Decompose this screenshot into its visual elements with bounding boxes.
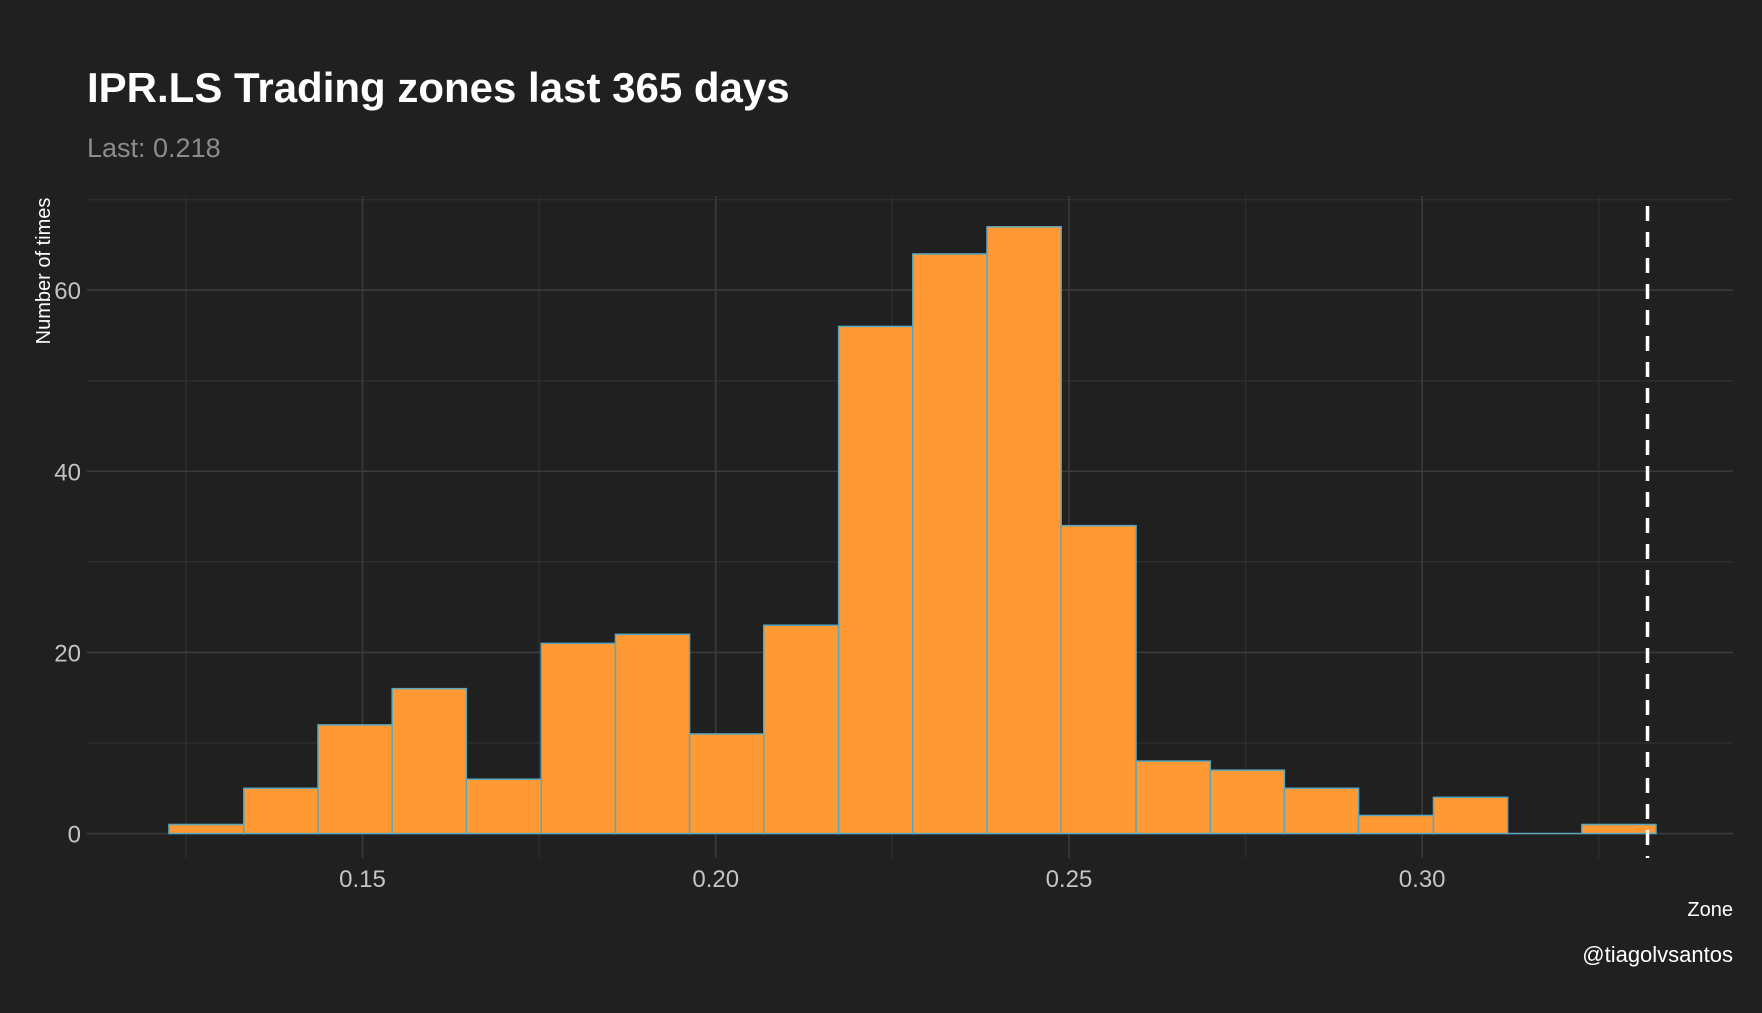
- histogram-bar: [317, 724, 393, 835]
- histogram-bar: [837, 325, 914, 835]
- y-tick-label: 0: [68, 822, 81, 849]
- histogram-bar: [1432, 796, 1509, 835]
- histogram-bar: [391, 687, 468, 835]
- x-tick-label: 0.25: [1046, 866, 1093, 893]
- x-tick-label: 0.30: [1399, 866, 1446, 893]
- histogram-bar: [1283, 787, 1360, 835]
- histogram-bar: [986, 226, 1062, 835]
- histogram-bar: [1060, 524, 1137, 835]
- histogram-bar: [614, 633, 691, 835]
- histogram-bar: [912, 253, 988, 835]
- histogram-bar: [168, 823, 245, 835]
- y-tick-label: 20: [54, 640, 81, 667]
- y-tick-label: 40: [54, 459, 81, 486]
- x-tick-label: 0.20: [692, 866, 739, 893]
- caption: @tiagolvsantos: [1582, 942, 1733, 967]
- axis-tick-labels: 0.15 0.20 0.25 0.30 0 20 40 60: [54, 278, 1445, 893]
- histogram-bars: [168, 226, 1657, 835]
- chart-subtitle: Last: 0.218: [87, 133, 221, 163]
- y-axis-label: Number of times: [33, 198, 55, 345]
- histogram-bar: [465, 778, 542, 835]
- x-axis-label: Zone: [1687, 899, 1733, 921]
- histogram-bar: [1581, 823, 1657, 835]
- histogram-bar: [1357, 814, 1435, 835]
- histogram-bar: [1209, 769, 1286, 835]
- histogram-bar: [540, 642, 617, 835]
- histogram-bar: [1135, 760, 1211, 835]
- histogram-bar: [688, 733, 765, 835]
- histogram-bar: [763, 624, 840, 835]
- x-tick-label: 0.15: [339, 866, 386, 893]
- y-tick-label: 60: [54, 278, 81, 305]
- chart-title: IPR.LS Trading zones last 365 days: [87, 64, 790, 111]
- histogram-bar: [243, 787, 319, 835]
